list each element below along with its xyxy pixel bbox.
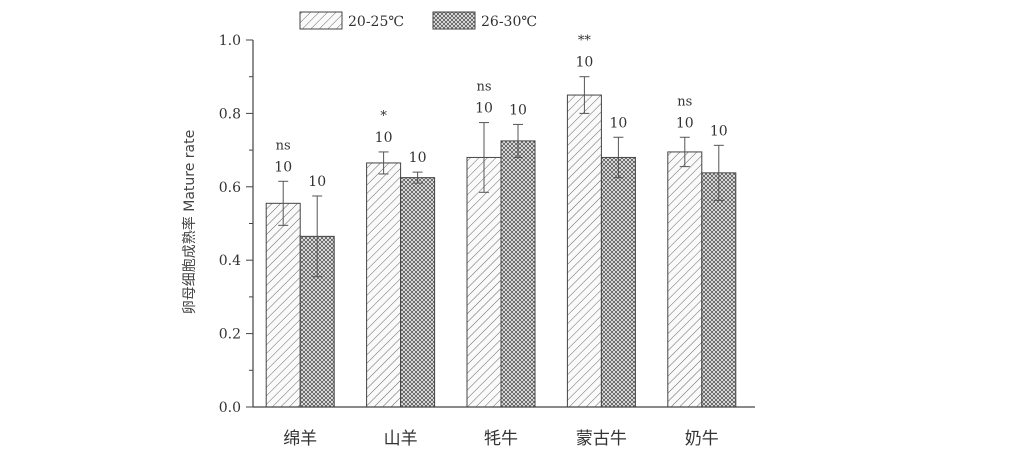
significance-label-2: ns bbox=[476, 80, 491, 95]
significance-label-3: ** bbox=[578, 34, 592, 49]
bar-s1-2 bbox=[466, 156, 502, 408]
bar-s2-1 bbox=[400, 177, 436, 408]
bar-s2-2 bbox=[500, 140, 536, 408]
y-tick-label-5: 1.0 bbox=[219, 33, 241, 49]
legend-label-series-1: 20-25℃ bbox=[348, 14, 404, 30]
x-tick-label-2: 牦牛 bbox=[484, 429, 518, 449]
bar-s2-3 bbox=[600, 156, 636, 408]
bar-s1-4 bbox=[667, 151, 703, 408]
data-label-s2-1: 10 bbox=[409, 150, 427, 166]
y-tick-label-3: 0.6 bbox=[219, 180, 241, 196]
data-label-s1-4: 10 bbox=[676, 115, 694, 131]
y-tick-label-4: 0.8 bbox=[219, 106, 241, 122]
data-label-s1-2: 10 bbox=[475, 101, 493, 117]
data-label-s1-1: 10 bbox=[375, 130, 393, 146]
error-bars bbox=[278, 76, 724, 278]
bar-s1-0 bbox=[265, 202, 301, 408]
x-axis: 绵羊 山羊 牦牛 蒙古牛 奶牛 bbox=[283, 429, 719, 449]
legend-swatch-series-2 bbox=[432, 11, 476, 30]
legend: 20-25℃ 26-30℃ bbox=[299, 11, 537, 30]
y-axis: 0.0 0.2 0.4 0.6 0.8 1.0 bbox=[219, 33, 253, 416]
y-tick-label-0: 0.0 bbox=[219, 400, 241, 416]
x-tick-label-4: 奶牛 bbox=[685, 429, 719, 449]
y-axis-title: 卵母细胞成熟率 Mature rate bbox=[181, 130, 198, 314]
data-label-s2-3: 10 bbox=[609, 115, 627, 131]
bar-s1-1 bbox=[366, 162, 402, 408]
significance-label-4: ns bbox=[677, 94, 692, 109]
significance-label-0: ns bbox=[276, 138, 291, 153]
data-label-s2-2: 10 bbox=[509, 102, 527, 118]
data-label-s1-0: 10 bbox=[274, 159, 292, 175]
bar-s2-4 bbox=[701, 172, 737, 408]
x-tick-label-0: 绵羊 bbox=[283, 429, 317, 449]
significance-label-1: * bbox=[380, 109, 387, 124]
data-label-s2-4: 10 bbox=[710, 123, 728, 139]
data-label-s2-0: 10 bbox=[308, 174, 326, 190]
legend-label-series-2: 26-30℃ bbox=[481, 14, 537, 30]
data-labels: 10 ns 10 10 * 10 10 ns 10 10 ** 10 10 ns 10 bbox=[274, 34, 727, 190]
legend-swatch-series-1 bbox=[299, 11, 343, 30]
x-tick-label-1: 山羊 bbox=[384, 429, 418, 449]
x-tick-label-3: 蒙古牛 bbox=[576, 429, 627, 449]
y-tick-label-2: 0.4 bbox=[219, 253, 241, 269]
data-label-s1-3: 10 bbox=[575, 55, 593, 71]
bars bbox=[265, 94, 737, 408]
y-tick-label-1: 0.2 bbox=[219, 327, 241, 343]
bar-s1-3 bbox=[566, 94, 602, 408]
